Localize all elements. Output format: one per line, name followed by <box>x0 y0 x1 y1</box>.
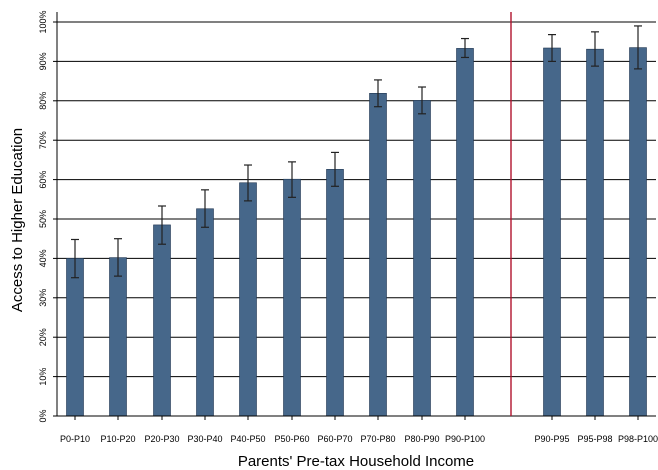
x-tick-label: P0-P10 <box>60 434 90 444</box>
y-tick-label: 40% <box>38 249 48 267</box>
x-tick-labels: P0-P10 P10-P20 P20-P30 P30-P40 P40-P50 P50-P6… <box>60 434 658 444</box>
x-tick-label: P90-P100 <box>445 434 485 444</box>
y-tick-label: 30% <box>38 289 48 307</box>
bars <box>66 47 647 417</box>
bar <box>326 169 344 417</box>
x-axis-title: Parents' Pre-tax Household Income <box>238 453 474 470</box>
x-tick-label: P70-P80 <box>360 434 395 444</box>
y-tick-label: 60% <box>38 171 48 189</box>
y-tick-label: 0% <box>38 409 48 422</box>
x-tick-label: P30-P40 <box>187 434 222 444</box>
bar <box>413 100 431 417</box>
x-tick-label: P50-P60 <box>274 434 309 444</box>
y-tick-label: 50% <box>38 210 48 228</box>
x-tick-label: P20-P30 <box>144 434 179 444</box>
x-tick-label: P60-P70 <box>317 434 352 444</box>
bar <box>153 224 171 417</box>
y-tick-label: 80% <box>38 92 48 110</box>
y-tick-label: 100% <box>38 10 48 33</box>
y-tick-label: 90% <box>38 52 48 70</box>
bar <box>196 208 214 417</box>
x-tick-label: P95-P98 <box>577 434 612 444</box>
error-bars <box>71 25 642 279</box>
y-tick-label: 70% <box>38 131 48 149</box>
x-tick-label: P10-P20 <box>100 434 135 444</box>
x-tick-label: P40-P50 <box>230 434 265 444</box>
x-tick-label: P80-P90 <box>404 434 439 444</box>
bar <box>239 182 257 417</box>
bar <box>109 257 127 417</box>
bar <box>456 48 474 417</box>
bar <box>543 47 561 417</box>
y-tick-label: 20% <box>38 328 48 346</box>
y-tick-label: 10% <box>38 368 48 386</box>
bar <box>629 47 647 417</box>
x-tick-label: P98-P100 <box>618 434 658 444</box>
bar <box>283 178 301 417</box>
bar <box>586 48 604 417</box>
bar <box>66 258 84 417</box>
x-tick-label: P90-P95 <box>534 434 569 444</box>
bar <box>369 93 387 417</box>
y-tick-labels: 0% 10% 20% 30% 40% 50% 60% 70% 80% 90% 100% <box>38 10 48 422</box>
gridlines <box>53 21 656 420</box>
y-axis-title: Access to Higher Education <box>9 128 26 312</box>
